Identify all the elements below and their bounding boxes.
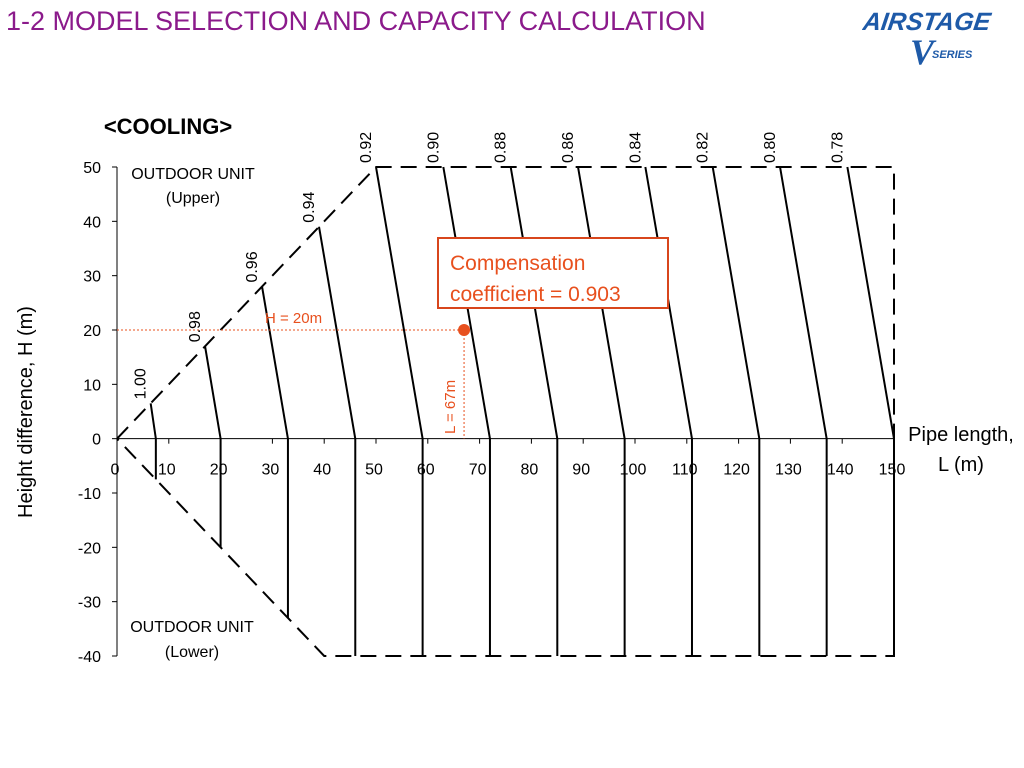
x-tick-label: 50 [365,462,383,479]
callout-line-2: coefficient = 0.903 [450,283,621,306]
coefficient-label: 0.82 [695,132,712,163]
x-tick-label: 130 [775,462,802,479]
range-boundary [116,166,895,657]
y-tick-label: -30 [78,595,101,612]
l-value-label: L = 67m [442,380,459,434]
h-value-label: H = 20m [265,310,322,327]
coefficient-label: 0.88 [493,132,510,163]
coefficient-label: 0.78 [829,132,846,163]
logo-series-word: SERIES [932,49,973,61]
y-tick-label: -10 [78,486,101,503]
coefficient-label: 0.96 [244,251,261,282]
x-tick-label: 0 [111,462,120,479]
x-tick-label: 140 [827,462,854,479]
coefficient-curve [149,403,157,480]
coefficient-label: 0.90 [425,132,442,163]
logo-brand-text: AIRSTAGE [862,8,994,36]
y-tick-label: -20 [78,540,101,557]
x-tick-label: 80 [521,462,539,479]
x-tick-label: 120 [723,462,750,479]
coefficient-label: 0.86 [560,132,577,163]
x-tick-label: 60 [417,462,435,479]
coefficient-label: 0.84 [627,132,644,163]
x-tick-label: 10 [158,462,176,479]
x-tick-label: 90 [572,462,590,479]
coefficient-curve [779,166,828,656]
x-tick-label: 30 [262,462,280,479]
y-tick-label: 50 [83,160,101,177]
coefficient-curve [261,286,289,618]
y-tick-label: -40 [78,649,101,666]
y-tick-label: 40 [83,214,101,231]
x-axis-unit: L (m) [938,454,984,476]
coefficient-label: 1.00 [133,368,150,399]
coefficient-curve [318,226,357,656]
y-tick-label: 30 [83,269,101,286]
example-reading: H = 20m L = 67m [117,310,471,439]
coefficient-curve [204,346,222,548]
x-tick-label: 20 [210,462,228,479]
x-tick-label: 150 [879,462,906,479]
coefficient-label: 0.92 [358,132,375,163]
region-label-lower-line1: OUTDOOR UNIT [130,619,254,636]
callout-line-1: Compensation [450,252,586,275]
x-axis-title: Pipe length, [908,424,1014,446]
region-label-lower-line2: (Lower) [165,644,219,661]
coefficient-label: 0.80 [762,132,779,163]
coefficient-label: 0.98 [187,311,204,342]
coefficient-curve [711,166,761,656]
coefficient-label: 0.94 [301,192,318,223]
y-tick-label: 10 [83,377,101,394]
coefficient-curve [375,166,424,656]
page-title: 1-2 MODEL SELECTION AND CAPACITY CALCULA… [6,6,706,36]
logo-series-letter: V [910,32,937,70]
boundary-line [116,166,895,657]
coefficient-curve [846,166,895,656]
region-label-upper-line1: OUTDOOR UNIT [131,166,255,183]
chart-title: <COOLING> [104,114,232,139]
x-tick-label: 40 [313,462,331,479]
region-label-upper-line2: (Upper) [166,190,220,207]
x-tick-label: 70 [469,462,487,479]
y-tick-label: 20 [83,323,101,340]
y-axis-title: Height difference, H (m) [15,306,37,518]
compensation-callout: Compensation coefficient = 0.903 [437,237,669,309]
x-tick-label: 100 [620,462,647,479]
airstage-logo: AIRSTAGE V SERIES [862,8,994,70]
coefficient-curves: 1.00 0.98 0.96 0.94 0.92 0.90 0.88 0.86 0.84 0.82… [133,132,895,656]
example-point [458,324,471,336]
x-tick-label: 110 [672,462,698,479]
y-tick-label: 0 [92,432,101,449]
